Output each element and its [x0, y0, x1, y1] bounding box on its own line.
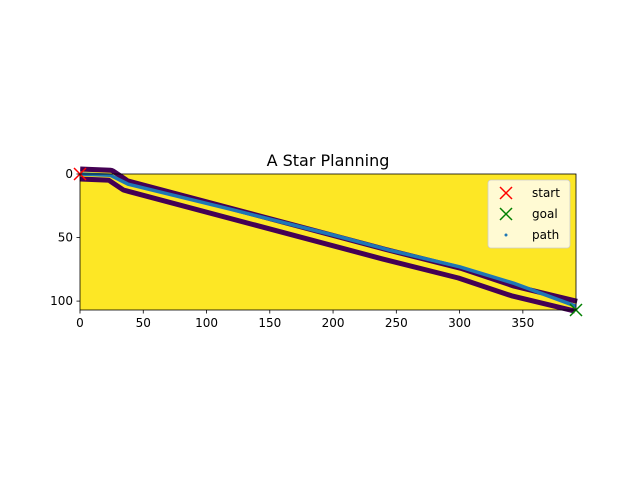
legend-start-marker: [499, 186, 513, 200]
x-tick-label: 200: [322, 316, 345, 330]
x-tick-label: 100: [195, 316, 218, 330]
x-tick-label: 350: [511, 316, 534, 330]
x-tick-label: 50: [136, 316, 151, 330]
y-axis: 0 50 100: [50, 167, 80, 308]
legend-goal-marker: [499, 207, 513, 221]
legend-goal-marker-b: [499, 207, 513, 221]
legend-start-marker-b: [499, 186, 513, 200]
chart-title: A Star Planning: [267, 151, 390, 170]
legend-path-marker: [504, 233, 508, 237]
x-axis: 0 50 100 150 200 250 300 350: [76, 310, 534, 330]
plot-frame: [79, 173, 577, 311]
x-tick-label: 0: [76, 316, 84, 330]
legend: start goal path: [487, 179, 571, 249]
legend-path-label: path: [532, 228, 559, 242]
legend-start-label: start: [532, 186, 560, 200]
y-tick-label: 50: [58, 231, 73, 245]
x-tick-label: 150: [258, 316, 281, 330]
y-tick-label: 100: [50, 294, 73, 308]
legend-box: [487, 179, 571, 249]
path-line: [79, 172, 577, 308]
legend-goal-label: goal: [532, 207, 558, 221]
y-tick-label: 0: [65, 167, 73, 181]
x-tick-label: 300: [448, 316, 471, 330]
x-tick-label: 250: [385, 316, 408, 330]
